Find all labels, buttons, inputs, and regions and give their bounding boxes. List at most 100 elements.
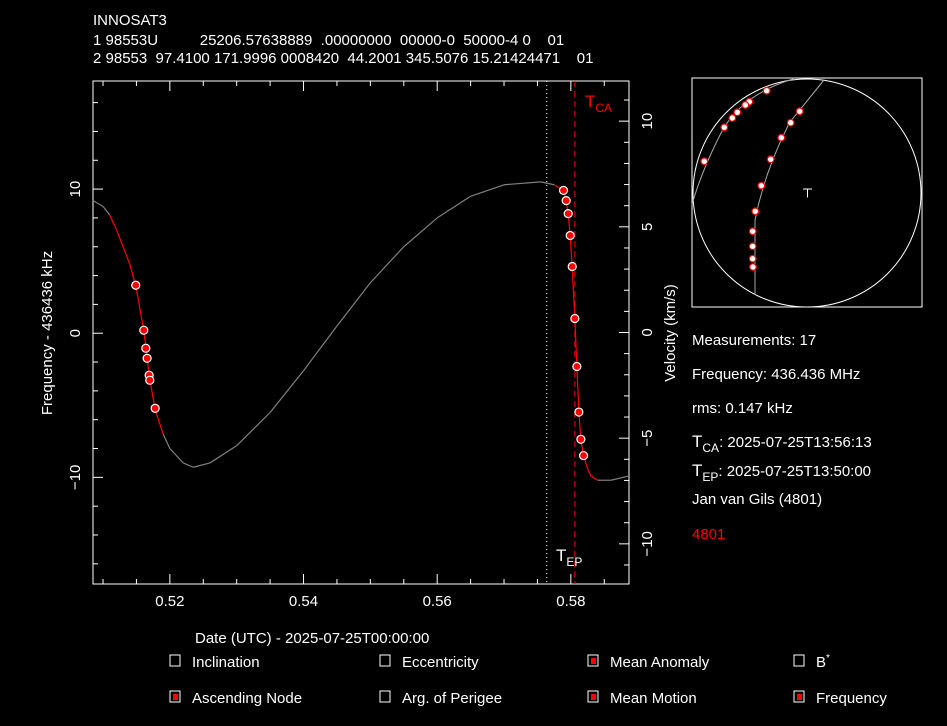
y-axis-label: Frequency - 436436 kHz [39,251,56,415]
x-tick-label: 0.54 [289,593,318,610]
model-curve-segment [209,445,238,464]
model-curve-segment [122,246,131,265]
option-ascending-node[interactable]: Ascending Node [169,690,302,707]
measurement-point[interactable] [150,403,160,413]
site-id: 4801 [692,526,725,543]
checkbox-mark [173,694,178,700]
model-curve-segment [369,246,405,284]
tle-line-2: 2 98553 97.4100 171.9996 0008420 44.2001… [93,50,593,67]
measurement-point[interactable] [141,343,151,353]
option-inclination[interactable]: Inclination [169,654,260,671]
checkbox[interactable] [587,654,599,667]
model-curve-segment [269,370,304,413]
sky-position-marker [748,242,757,251]
checkbox-mark [591,694,596,700]
checkbox[interactable] [169,690,181,703]
y-right-tick-label: 0 [639,328,656,336]
checkbox[interactable] [793,654,805,667]
y-axis-right-label: Velocity (km/s) [662,284,679,382]
checkbox[interactable] [169,654,181,667]
plot-frame [92,80,630,585]
model-curve-segment [92,200,104,207]
checkbox[interactable] [379,654,391,667]
model-curve-segment [162,433,171,449]
measurement-point[interactable] [565,230,575,241]
model-curve-segment [571,266,576,319]
option-mean-anomaly[interactable]: Mean Anomaly [587,654,710,671]
measurement-point[interactable] [572,361,582,372]
x-tick-label: 0.58 [556,593,585,610]
option-label: Inclination [192,654,260,671]
sky-position-marker [777,133,786,142]
model-curve [92,181,630,481]
model-curve-segment [182,462,194,468]
measurement-point[interactable] [570,313,580,324]
checkbox-mark [797,694,802,700]
option-label: Mean Anomaly [610,654,710,671]
measurement-point[interactable] [576,434,586,444]
sky-position-marker [795,107,804,116]
model-curve-segment [109,214,117,230]
observer-name: Jan van Gils (4801) [692,491,822,508]
checkbox[interactable] [793,690,805,703]
measurement-point[interactable] [578,450,589,461]
measurement-point[interactable] [145,375,155,385]
y-right-tick-label: 5 [639,223,656,231]
measurement-point[interactable] [561,196,571,206]
sky-position-marker [757,181,766,190]
sky-position-marker [786,118,795,127]
sky-position-marker [748,227,757,236]
model-curve-segment [436,195,471,219]
x-axis-label: Date (UTC) - 2025-07-25T00:00:00 [195,630,429,647]
tca-marker-label: TCA [585,92,612,115]
rms-value: rms: 0.147 kHz [692,400,793,417]
measurement-points [131,185,589,461]
measurements-count: Measurements: 17 [692,332,816,349]
measurement-point[interactable] [567,261,577,272]
frequency-value: Frequency: 436.436 MHz [692,366,860,383]
sky-position-marker [749,263,757,271]
measurement-point[interactable] [139,325,149,335]
option-mean-motion[interactable]: Mean Motion [587,690,697,707]
option-eccentricity[interactable]: Eccentricity [379,654,479,671]
satellite-name: INNOSAT3 [93,12,167,29]
y-right-tick-label: −5 [639,430,656,447]
option-label: Mean Motion [610,690,697,707]
sky-track-1 [691,78,794,206]
y-right-tick-label: −10 [639,531,656,556]
sky-position-marker [700,157,709,166]
checkbox[interactable] [587,690,599,703]
model-curve-segment [403,217,438,248]
x-tick-label: 0.52 [155,593,184,610]
measurement-point[interactable] [574,407,584,417]
y-tick-label: 0 [67,329,84,337]
measurement-point[interactable] [142,353,152,363]
sky-position-marker [733,108,742,117]
x-tick-label: 0.56 [423,593,452,610]
option-arg-of-perigee[interactable]: Arg. of Perigee [379,690,502,707]
y-tick-label: −10 [67,465,84,490]
checkbox[interactable] [379,690,391,703]
measurement-point[interactable] [558,185,569,195]
sky-position-marker [751,207,760,216]
sky-track-2 [754,79,825,295]
model-curve-segment [154,409,164,435]
model-curve-segment [576,366,580,413]
measurement-point[interactable] [563,208,573,219]
sky-position-marker [762,86,771,95]
horizon-circle [692,78,922,308]
sky-position-marker [766,155,775,164]
option-frequency[interactable]: Frequency [793,690,887,707]
model-curve-segment [587,468,592,477]
checkbox-mark [591,658,596,664]
option-label: Arg. of Perigee [402,690,502,707]
measurement-point[interactable] [131,280,141,290]
model-curve-segment [115,229,124,247]
tep-marker-label: TEP [556,546,582,569]
y-tick-label: 10 [67,181,84,198]
info-panel: Measurements: 17 Frequency: 436.436 MHz … [692,332,872,543]
option-b[interactable]: B* [793,653,830,671]
zenith-cross-icon [803,188,812,198]
